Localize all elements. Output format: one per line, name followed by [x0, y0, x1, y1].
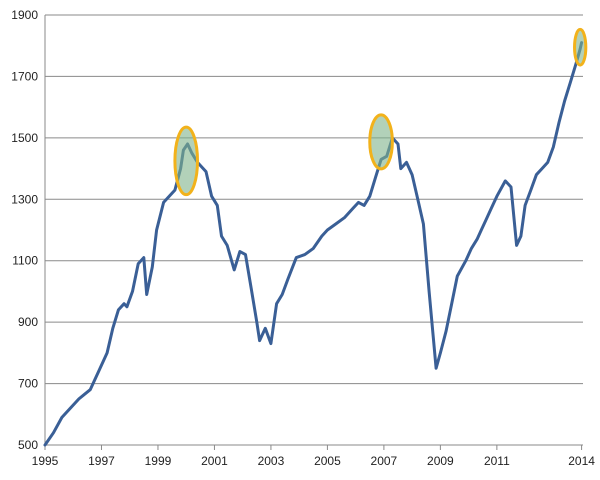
y-tick-label: 900 — [18, 315, 38, 329]
series-line — [43, 41, 584, 447]
y-tick-label: 1500 — [11, 131, 38, 145]
y-tick-label: 1300 — [11, 192, 38, 206]
x-tick-labels: 1995 1997 1999 2001 2003 2005 2007 2009 2011 2014 — [32, 454, 596, 468]
x-tick-label: 2005 — [314, 454, 341, 468]
y-tick-label: 1900 — [11, 8, 38, 22]
axes — [44, 15, 583, 450]
x-tick-label: 1997 — [88, 454, 115, 468]
y-tick-label: 1100 — [12, 254, 38, 268]
x-tick-label: 1995 — [32, 454, 59, 468]
x-tick-label: 2007 — [371, 454, 398, 468]
x-tick-label: 2011 — [484, 454, 510, 468]
x-tick-label: 1999 — [145, 454, 172, 468]
highlight-ellipse — [573, 27, 588, 67]
highlight-ellipse — [173, 125, 200, 197]
y-tick-label: 500 — [18, 438, 38, 452]
x-tick-label: 2014 — [568, 454, 595, 468]
grid-lines — [45, 14, 583, 446]
series-group — [43, 41, 584, 447]
x-tick-label: 2003 — [258, 454, 285, 468]
y-tick-labels: 500 700 900 1100 1300 1500 1700 1900 — [11, 8, 38, 452]
annotation-group — [173, 27, 588, 197]
x-tick-label: 2009 — [427, 454, 454, 468]
y-tick-label: 1700 — [11, 69, 38, 83]
highlight-ellipse — [368, 113, 394, 171]
y-tick-label: 700 — [18, 377, 38, 391]
x-tick-label: 2001 — [201, 454, 228, 468]
